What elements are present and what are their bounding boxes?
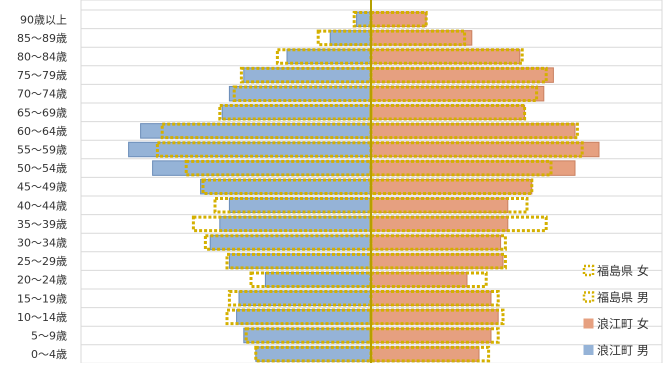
bar-namie-female xyxy=(370,197,509,214)
bar-namie-male xyxy=(228,197,372,214)
bar-namie-female xyxy=(370,178,533,195)
legend-swatch xyxy=(583,345,594,355)
bar-namie-male xyxy=(329,30,372,46)
bar-namie-male xyxy=(209,234,372,251)
category-label: 35～39歳 xyxy=(17,218,67,231)
bar-namie-female xyxy=(370,309,499,325)
bar-namie-male xyxy=(243,327,372,344)
bar-namie-male xyxy=(255,346,372,362)
bar-namie-female xyxy=(370,104,526,121)
bar-namie-female xyxy=(370,234,502,251)
category-label: 70～74歳 xyxy=(17,88,67,101)
category-label: 50～54歳 xyxy=(17,162,67,175)
bar-namie-female xyxy=(370,290,492,307)
category-label: 40～44歳 xyxy=(17,199,67,212)
bar-fukushima-female xyxy=(369,234,507,251)
bar-namie-female xyxy=(370,346,480,362)
bar-namie-male xyxy=(238,290,372,307)
bar-fukushima-male xyxy=(227,290,373,307)
legend-label: 浪江町 男 xyxy=(597,343,649,358)
legend-swatch xyxy=(582,264,595,277)
bar-namie-female xyxy=(370,67,554,83)
bar-namie-female xyxy=(370,141,600,158)
category-label: 45～49歳 xyxy=(17,181,67,194)
bar-namie-female xyxy=(370,327,492,344)
bar-fukushima-female xyxy=(369,252,507,270)
category-label: 85～89歳 xyxy=(17,32,67,45)
bar-namie-male xyxy=(356,11,372,28)
bar-namie-male xyxy=(219,216,372,232)
bar-namie-female xyxy=(370,30,473,46)
legend-label: 浪江町 女 xyxy=(597,316,649,331)
bar-namie-female xyxy=(370,48,521,65)
bar-fukushima-female xyxy=(369,308,505,326)
category-label: 25～29歳 xyxy=(17,255,67,268)
category-label: 10～14歳 xyxy=(17,311,67,324)
category-label: 0～4歳 xyxy=(31,348,67,361)
bar-namie-female xyxy=(370,160,576,176)
bar-namie-male xyxy=(286,48,372,65)
bar-fukushima-male xyxy=(191,215,373,233)
bar-namie-male xyxy=(128,141,372,158)
legend-label: 福島県 女 xyxy=(597,263,649,278)
category-label: 60～64歳 xyxy=(17,125,67,138)
bar-namie-female xyxy=(370,85,545,102)
category-label: 5～9歳 xyxy=(31,330,67,343)
category-label: 15～19歳 xyxy=(17,292,67,305)
bar-fukushima-male xyxy=(201,178,373,195)
category-label: 55～59歳 xyxy=(17,144,67,157)
bar-namie-female xyxy=(370,123,576,139)
bar-namie-male xyxy=(140,123,372,139)
bar-namie-male xyxy=(152,160,372,176)
bar-namie-female xyxy=(370,271,468,288)
bar-namie-male xyxy=(243,67,372,83)
bar-namie-female xyxy=(370,216,509,232)
category-label: 65～69歳 xyxy=(17,106,67,119)
category-label: 75～79歳 xyxy=(17,69,67,82)
category-label: 80～84歳 xyxy=(17,51,67,64)
legend-label: 福島県 男 xyxy=(597,290,649,305)
category-label: 20～24歳 xyxy=(17,274,67,287)
legend-swatch xyxy=(583,318,594,329)
bar-namie-male xyxy=(228,253,372,269)
bar-fukushima-male xyxy=(316,29,373,47)
bar-namie-female xyxy=(370,253,504,269)
category-label: 90歳以上 xyxy=(20,13,67,26)
category-label: 30～34歳 xyxy=(17,237,67,250)
bar-namie-male xyxy=(264,271,372,288)
bar-namie-male xyxy=(221,104,372,121)
bar-namie-male xyxy=(236,309,372,325)
bar-namie-male xyxy=(228,85,372,102)
legend-swatch xyxy=(582,291,595,303)
bar-namie-male xyxy=(200,178,372,195)
bar-namie-female xyxy=(370,11,427,28)
